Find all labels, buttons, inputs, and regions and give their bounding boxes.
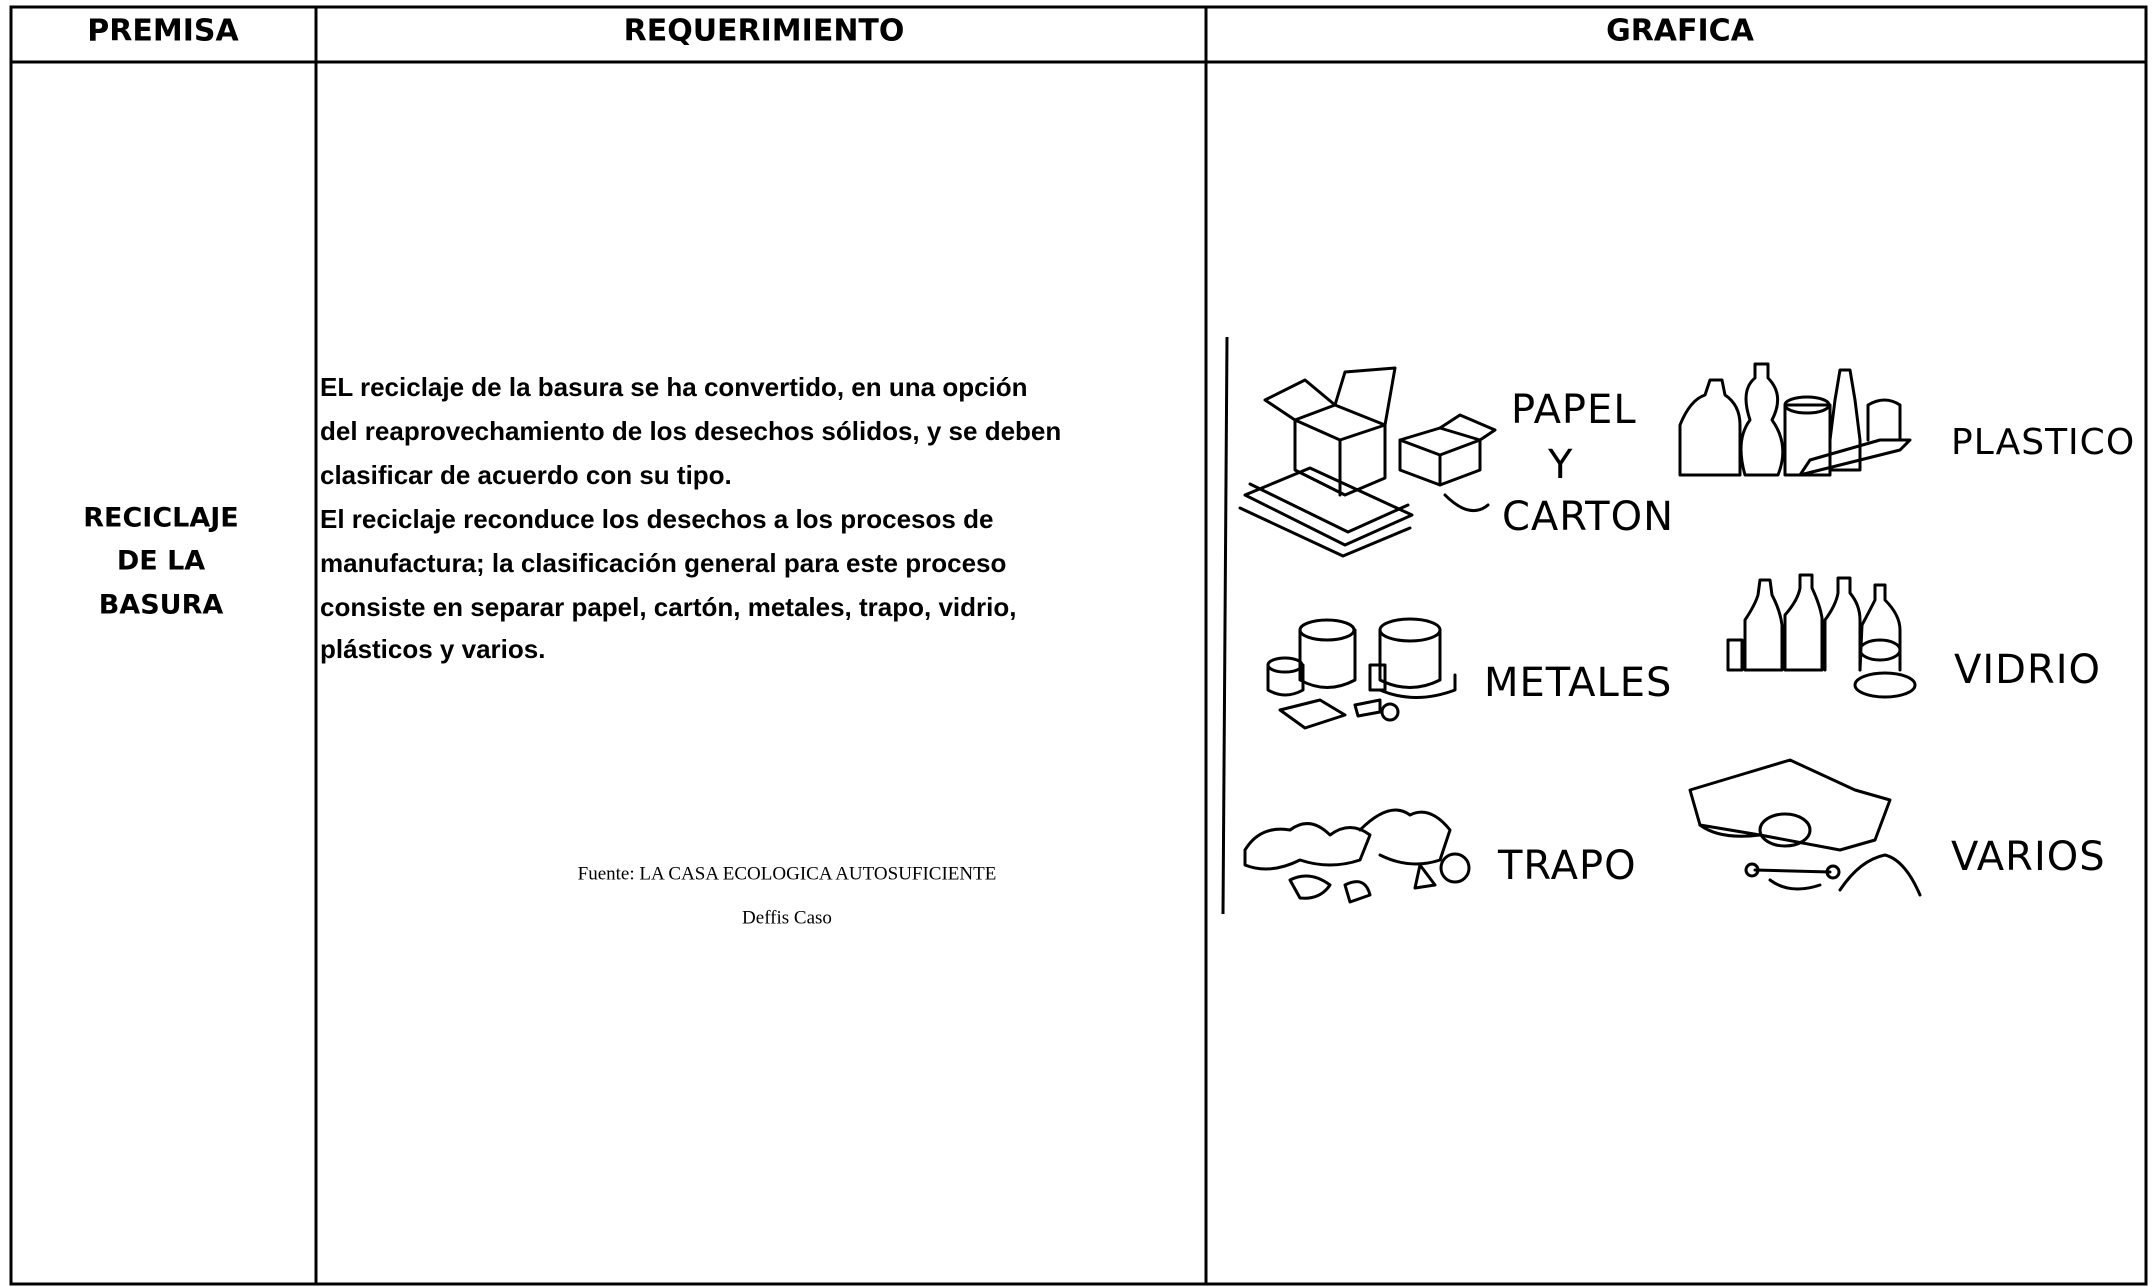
graphic-label: VARIOS — [1951, 834, 2106, 880]
paragraph-line: consiste en separar papel, cartón, metal… — [320, 592, 1016, 622]
graphic-label: CARTON — [1502, 494, 1674, 540]
graphic-label: TRAPO — [1497, 843, 1637, 889]
source: Deffis Caso — [742, 907, 832, 928]
graphic-label: VIDRIO — [1954, 647, 2101, 693]
graphic-label: PLASTICO — [1951, 422, 2135, 463]
premise-text: RECICLAJE — [83, 503, 239, 534]
graphic-label: METALES — [1484, 660, 1672, 706]
rags-sketch — [1243, 808, 1471, 904]
metals-sketch — [1266, 617, 1457, 730]
paragraph-line: plásticos y varios. — [320, 634, 545, 664]
graphic-rule — [1221, 336, 1229, 915]
requirement-paragraph: EL reciclaje de la basura se ha converti… — [320, 372, 1061, 664]
plastic-sketch — [1678, 362, 1912, 477]
header: PREMISA — [87, 14, 239, 49]
paragraph-line: manufactura; la clasificación general pa… — [320, 548, 1006, 578]
misc-sketch — [1688, 758, 1922, 897]
source: Fuente: LA CASA ECOLOGICA AUTOSUFICIENTE — [578, 863, 997, 884]
premise-text: BASURA — [99, 590, 224, 621]
premise-text: DE LA — [117, 546, 205, 577]
header: GRAFICA — [1606, 14, 1755, 49]
header: REQUERIMIENTO — [624, 14, 905, 49]
paragraph-line: clasificar de acuerdo con su tipo. — [320, 460, 732, 490]
graphic-label: Y — [1547, 442, 1573, 488]
table-border — [9, 5, 2148, 1286]
paragraph-line: del reaprovechamiento de los desechos só… — [320, 416, 1061, 446]
paragraph-line: El reciclaje reconduce los desechos a lo… — [320, 504, 993, 534]
paragraph-line: EL reciclaje de la basura se ha converti… — [320, 372, 1028, 402]
glass-sketch — [1726, 573, 1917, 699]
paper-sketch — [1238, 366, 1497, 558]
graphic-label: PAPEL — [1511, 387, 1637, 433]
